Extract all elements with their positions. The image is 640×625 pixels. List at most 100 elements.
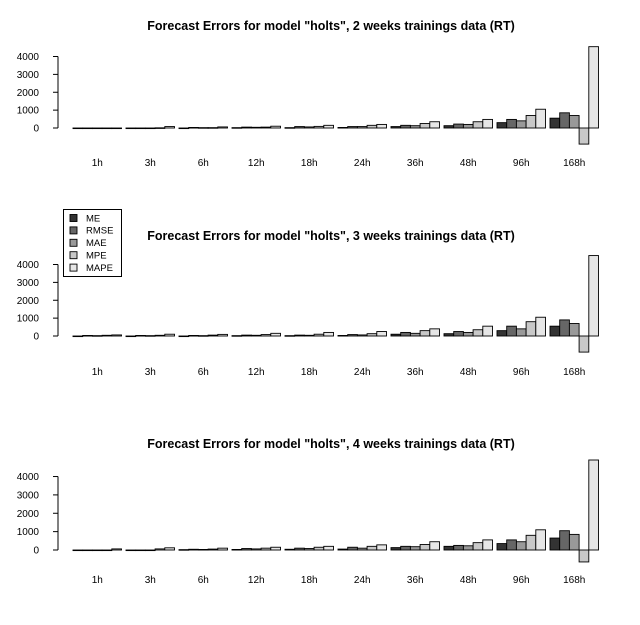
y-tick-label: 4000 (17, 472, 40, 483)
bar-mape-6h (217, 547, 228, 551)
bar-rmse-24h (347, 334, 358, 337)
chart-title: Forecast Errors for model "holts", 4 wee… (147, 437, 515, 451)
x-category-label: 12h (248, 158, 265, 169)
bar-me-48h (443, 333, 455, 337)
bar-mape-12h (270, 546, 281, 551)
x-category-label: 12h (248, 367, 265, 378)
bar-mape-36h (429, 121, 440, 129)
bar-rmse-6h (188, 335, 199, 337)
x-category-label: 24h (354, 158, 371, 169)
x-category-label: 6h (198, 158, 209, 169)
bar-mae-96h (515, 328, 527, 337)
chart-panel-1: Forecast Errors for model "holts", 2 wee… (17, 19, 599, 169)
bar-mpe-3h (154, 548, 166, 551)
bar-mpe-6h (207, 127, 219, 129)
bar-mae-3h (144, 549, 156, 552)
y-tick-label: 3000 (17, 490, 40, 501)
bar-rmse-48h (453, 123, 464, 129)
bar-me-18h (284, 548, 296, 551)
bar-rmse-24h (347, 546, 358, 551)
bar-mape-168h (588, 459, 599, 551)
bar-rmse-6h (188, 548, 199, 551)
x-category-label: 36h (407, 367, 424, 378)
legend-label-mape: MAPE (86, 263, 113, 274)
legend-swatch-rmse (69, 226, 78, 235)
bar-me-3h (125, 335, 137, 338)
y-tick-label: 1000 (17, 314, 40, 325)
bar-mape-168h (588, 46, 599, 129)
bar-mape-24h (376, 331, 387, 337)
bar-mae-36h (409, 332, 421, 337)
bar-me-6h (178, 549, 190, 551)
bar-rmse-3h (135, 127, 146, 130)
x-category-label: 18h (301, 158, 318, 169)
bar-me-18h (284, 127, 296, 129)
bar-me-12h (231, 127, 243, 129)
chart-panel-3: Forecast Errors for model "holts", 4 wee… (17, 437, 599, 586)
bar-mae-36h (409, 546, 421, 551)
bar-mpe-36h (419, 330, 431, 337)
x-category-label: 3h (145, 158, 156, 169)
bar-rmse-12h (241, 334, 252, 337)
bar-mae-48h (462, 123, 474, 129)
x-category-label: 1h (92, 575, 103, 586)
bar-mpe-168h (578, 549, 590, 563)
bar-me-6h (178, 127, 190, 130)
bar-me-168h (549, 537, 561, 551)
bar-mape-96h (535, 316, 546, 337)
bar-mae-3h (144, 127, 156, 130)
bar-mpe-24h (366, 545, 378, 551)
y-tick-label: 2000 (17, 88, 40, 99)
bar-me-48h (443, 545, 455, 551)
bar-mae-168h (568, 115, 580, 129)
bar-me-24h (337, 335, 349, 337)
bar-mae-18h (303, 548, 315, 551)
y-tick-label: 0 (33, 124, 39, 135)
bar-mape-48h (482, 539, 493, 551)
bar-mpe-1h (101, 549, 113, 552)
bar-mape-96h (535, 108, 546, 129)
bar-mae-168h (568, 533, 580, 551)
x-category-label: 168h (563, 158, 585, 169)
bar-mae-24h (356, 334, 368, 337)
bar-me-96h (496, 330, 508, 337)
bar-mae-24h (356, 126, 368, 129)
y-tick-label: 0 (33, 332, 39, 343)
bar-mape-12h (270, 332, 281, 337)
bar-mpe-36h (419, 544, 431, 551)
bar-me-36h (390, 547, 402, 551)
bar-rmse-24h (347, 126, 358, 129)
x-category-label: 96h (513, 575, 530, 586)
bar-me-3h (125, 549, 137, 552)
bar-mape-18h (323, 331, 334, 337)
x-category-label: 24h (354, 367, 371, 378)
chart-title: Forecast Errors for model "holts", 2 wee… (147, 19, 515, 33)
bar-mae-24h (356, 547, 368, 551)
x-category-label: 1h (92, 367, 103, 378)
bar-mape-1h (111, 127, 122, 130)
bar-mae-6h (197, 549, 209, 551)
bar-mae-6h (197, 335, 209, 337)
y-tick-label: 1000 (17, 527, 40, 538)
bar-rmse-96h (506, 118, 517, 129)
bar-me-168h (549, 117, 561, 129)
bar-mae-18h (303, 334, 315, 337)
x-category-label: 3h (145, 367, 156, 378)
bar-rmse-168h (559, 112, 570, 129)
legend-swatch-mape (69, 263, 78, 272)
bar-me-6h (178, 335, 190, 338)
bar-mape-1h (111, 548, 122, 551)
y-tick-label: 4000 (17, 260, 40, 271)
bar-mpe-48h (472, 542, 484, 551)
bar-mpe-12h (260, 334, 272, 337)
legend-label-me: ME (86, 213, 100, 224)
x-category-label: 3h (145, 575, 156, 586)
bar-mpe-18h (313, 333, 325, 337)
chart-title: Forecast Errors for model "holts", 3 wee… (147, 229, 515, 243)
bar-mpe-1h (101, 334, 113, 337)
bar-me-1h (72, 335, 84, 338)
bar-rmse-18h (294, 547, 305, 551)
bar-mape-3h (164, 126, 175, 129)
bar-me-18h (284, 335, 296, 337)
bar-mae-96h (515, 541, 527, 551)
